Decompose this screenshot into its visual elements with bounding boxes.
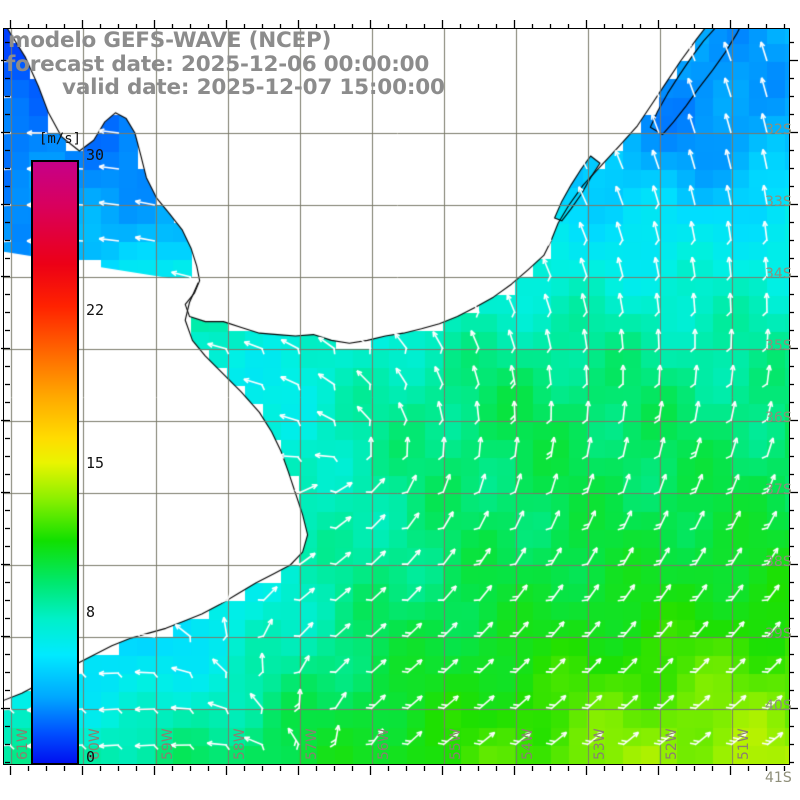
map-plot-area[interactable] — [3, 28, 790, 765]
colorbar-gradient[interactable] — [31, 160, 79, 765]
top-axis-ticks — [3, 19, 791, 29]
wind-barb-overlay — [4, 29, 789, 764]
bottom-axis-ticks — [3, 766, 791, 776]
right-axis-ticks — [789, 28, 799, 766]
left-axis-ticks — [0, 28, 10, 766]
